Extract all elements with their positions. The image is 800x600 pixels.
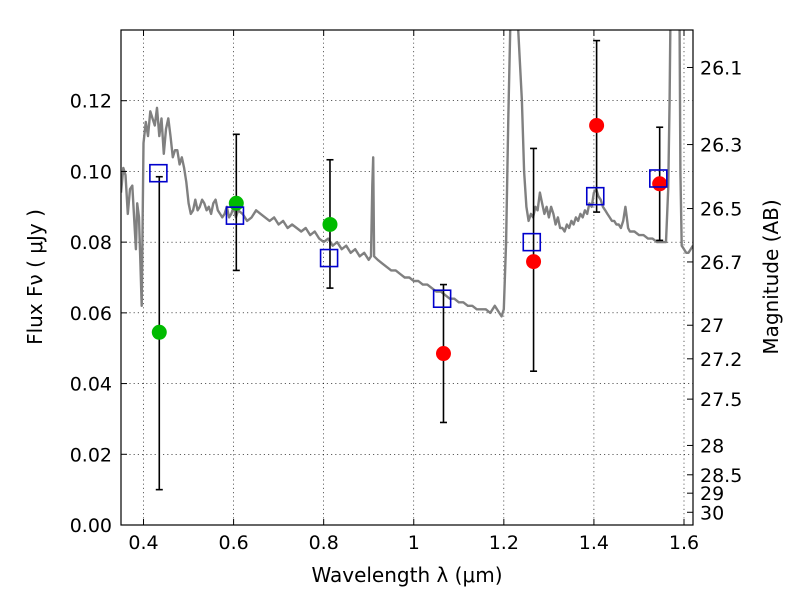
y2-tick-label: 28.5: [700, 465, 742, 487]
y-tick-label: 0.12: [70, 91, 112, 113]
y2-tick-label: 30: [700, 502, 724, 524]
y2-tick-label: 28: [700, 435, 724, 457]
data-point-square: [432, 289, 452, 309]
x-tick-label: 1.2: [489, 532, 519, 554]
y2-tick-label: 27.2: [700, 349, 742, 371]
x-axis-title: Wavelength λ (μm): [311, 563, 502, 587]
data-point-square: [225, 206, 245, 225]
data-point-square: [585, 186, 605, 206]
data-point-circle: [652, 176, 668, 192]
y2-tick-label: 27: [700, 315, 724, 337]
y-tick-label: 0.10: [70, 161, 112, 183]
data-point-square: [649, 169, 668, 188]
y2-tick-label: 29: [700, 483, 724, 505]
data-layer: [121, 30, 693, 491]
model-spectrum-line: [121, 30, 693, 318]
y2-tick-label: 26.1: [700, 57, 742, 79]
x-tick-label: 1.4: [579, 532, 609, 554]
y2-tick-label: 26.7: [700, 252, 742, 274]
y-tick-label: 0.06: [70, 303, 112, 325]
y2-axis-title: Magnitude (AB): [759, 199, 783, 354]
x-tick-label: 1: [408, 532, 420, 554]
axes: 0.4 0.6 0.8 1 1.2 1.4 1.6 0.00 0.02 0.04 0.06 0.08 0…: [70, 30, 742, 554]
data-point-circle: [151, 324, 167, 340]
y-axis-title: Flux Fν ( μJy ): [23, 209, 47, 345]
y-tick-label: 0.00: [70, 515, 112, 537]
y2-tick-label: 26.5: [700, 199, 742, 221]
y-tick-label: 0.04: [70, 374, 112, 396]
data-point-circle: [322, 216, 338, 232]
x-tick-label: 0.8: [309, 532, 339, 554]
data-point-circle: [228, 195, 244, 211]
y2-tick-label: 26.3: [700, 135, 742, 157]
data-point-square: [522, 232, 542, 252]
x-tick-label: 0.4: [128, 532, 158, 554]
x-tick-label: 1.6: [669, 532, 699, 554]
y2-tick-label: 27.5: [700, 389, 742, 411]
plot-frame: [120, 29, 694, 526]
data-point-circle: [435, 346, 451, 362]
data-point-circle: [589, 117, 605, 133]
x-tick-label: 0.6: [218, 532, 248, 554]
data-point-square: [149, 163, 168, 183]
y-tick-label: 0.08: [70, 232, 112, 254]
model-spectrum-layer: [121, 30, 693, 318]
marker-layer: [149, 117, 668, 362]
y-tick-label: 0.02: [70, 444, 112, 466]
data-point-square: [319, 248, 339, 268]
data-point-circle: [526, 254, 542, 270]
